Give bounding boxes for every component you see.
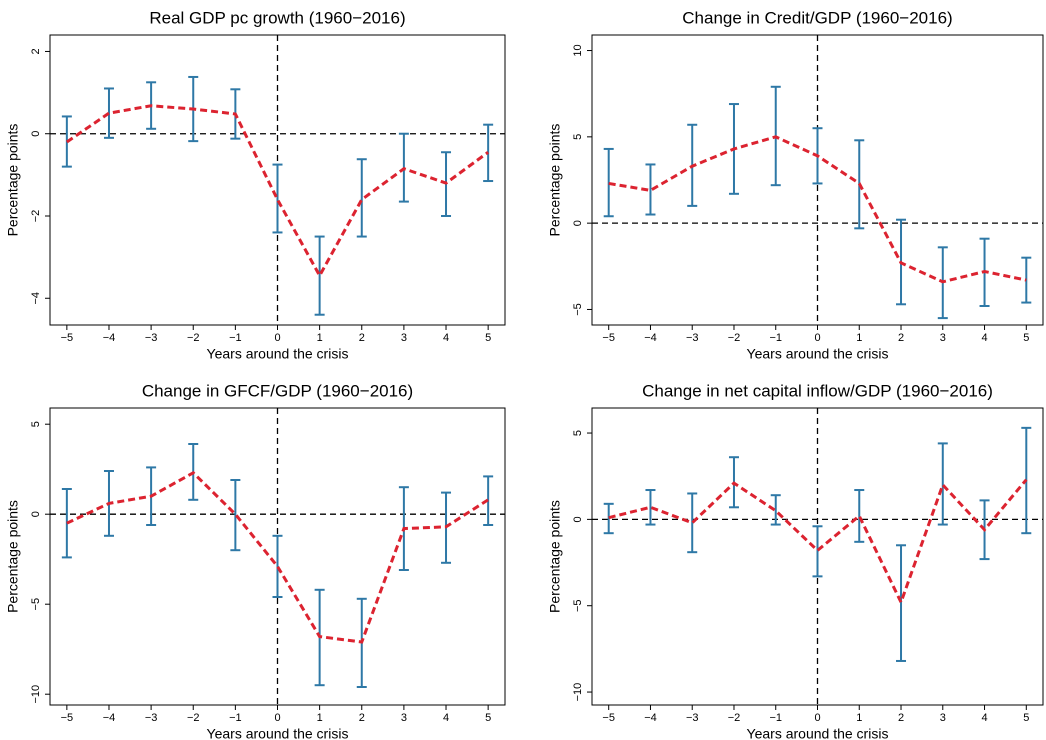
error-bar (103, 87, 114, 139)
x-tick-label: 5 (485, 712, 491, 724)
error-bar (812, 525, 823, 578)
x-tick-label: −5 (602, 712, 615, 724)
error-bar (770, 494, 781, 526)
x-tick-label: −1 (229, 712, 242, 724)
estimate-line (66, 470, 489, 644)
x-tick-label: −3 (686, 332, 699, 344)
x-tick-label: 1 (317, 332, 323, 344)
y-tick-label: 0 (30, 511, 42, 517)
x-tick-label: −1 (229, 332, 242, 344)
estimate-line (608, 135, 1027, 284)
error-bar (645, 163, 656, 216)
x-tick-label: −1 (769, 332, 782, 344)
chart-title: Real GDP pc growth (1960−2016) (149, 8, 405, 27)
x-tick-label: −3 (686, 712, 699, 724)
chart-title: Change in GFCF/GDP (1960−2016) (142, 381, 413, 400)
error-bar (272, 534, 283, 598)
y-tick-label: 5 (572, 134, 584, 140)
x-tick-label: 0 (274, 332, 280, 344)
chart-title: Change in net capital inflow/GDP (1960−2… (642, 381, 993, 400)
x-tick-label: −2 (187, 712, 200, 724)
x-tick-label: 3 (401, 712, 407, 724)
x-tick-label: 5 (485, 332, 491, 344)
error-bar (854, 489, 865, 543)
y-axis-label: Percentage points (5, 500, 21, 613)
x-tick-label: 3 (401, 332, 407, 344)
y-tick-label: 2 (30, 48, 42, 54)
x-tick-label: −1 (769, 712, 782, 724)
x-tick-label: −5 (61, 712, 74, 724)
x-tick-label: 0 (814, 332, 820, 344)
x-tick-label: 0 (814, 712, 820, 724)
y-tick-label: −10 (572, 683, 584, 702)
x-tick-label: −2 (187, 332, 200, 344)
chart-title: Change in Credit/GDP (1960−2016) (682, 8, 952, 27)
x-tick-label: 5 (1023, 712, 1029, 724)
panel: Change in GFCF/GDP (1960−2016) Years arou… (5, 381, 506, 740)
x-tick-label: 1 (856, 712, 862, 724)
error-bar (314, 235, 325, 316)
x-axis-label: Years around the crisis (747, 726, 889, 740)
x-tick-label: 1 (856, 332, 862, 344)
x-axis-label: Years around the crisis (747, 346, 889, 362)
x-tick-label: 2 (359, 712, 365, 724)
x-tick-label: −4 (103, 712, 116, 724)
x-tick-label: −4 (644, 712, 657, 724)
estimate-line (66, 104, 490, 279)
y-axis-label: Percentage points (5, 124, 21, 237)
y-tick-label: 10 (572, 44, 584, 56)
x-tick-label: 5 (1023, 332, 1029, 344)
x-tick-label: −5 (61, 332, 74, 344)
error-bar (687, 492, 698, 554)
y-tick-label: 0 (572, 516, 584, 522)
panel: Real GDP pc growth (1960−2016) Years arou… (5, 8, 506, 362)
error-bar (272, 163, 283, 234)
panel: Change in net capital inflow/GDP (1960−2… (547, 381, 1044, 740)
x-tick-label: 2 (898, 332, 904, 344)
x-tick-label: 4 (443, 332, 449, 344)
error-bar (937, 442, 948, 526)
x-tick-label: −4 (644, 332, 657, 344)
x-tick-label: 3 (940, 332, 946, 344)
x-tick-label: −5 (602, 332, 615, 344)
error-bar (896, 544, 907, 662)
y-axis-label: Percentage points (547, 500, 563, 613)
x-tick-label: 4 (981, 712, 987, 724)
y-tick-label: −5 (572, 599, 584, 612)
y-tick-label: −5 (30, 598, 42, 611)
x-tick-label: −3 (145, 712, 158, 724)
panel: Change in Credit/GDP (1960−2016) Years ar… (547, 8, 1044, 362)
x-tick-label: 2 (359, 332, 365, 344)
x-tick-label: 3 (940, 712, 946, 724)
x-tick-label: 4 (443, 712, 449, 724)
y-tick-label: −2 (30, 210, 42, 223)
y-axis-label: Percentage points (547, 124, 563, 237)
y-tick-label: 0 (30, 131, 42, 137)
error-bar (603, 147, 614, 218)
x-tick-label: 0 (274, 712, 280, 724)
x-tick-label: −3 (145, 332, 158, 344)
x-tick-label: −4 (103, 332, 116, 344)
y-tick-label: 5 (30, 421, 42, 427)
y-tick-label: −5 (572, 303, 584, 316)
error-bar (603, 502, 614, 535)
x-tick-label: −2 (728, 712, 741, 724)
y-tick-label: −10 (30, 685, 42, 704)
x-axis-label: Years around the crisis (207, 726, 349, 740)
x-tick-label: 4 (981, 332, 987, 344)
error-bar (356, 158, 367, 238)
y-tick-label: −4 (30, 292, 42, 305)
y-tick-label: 5 (572, 430, 584, 436)
x-axis-label: Years around the crisis (207, 346, 349, 362)
error-bar (230, 479, 241, 552)
x-tick-label: −2 (728, 332, 741, 344)
x-tick-label: 2 (898, 712, 904, 724)
y-tick-label: 0 (572, 220, 584, 226)
x-tick-label: 1 (317, 712, 323, 724)
estimate-line (608, 478, 1028, 607)
error-bar (645, 489, 656, 526)
